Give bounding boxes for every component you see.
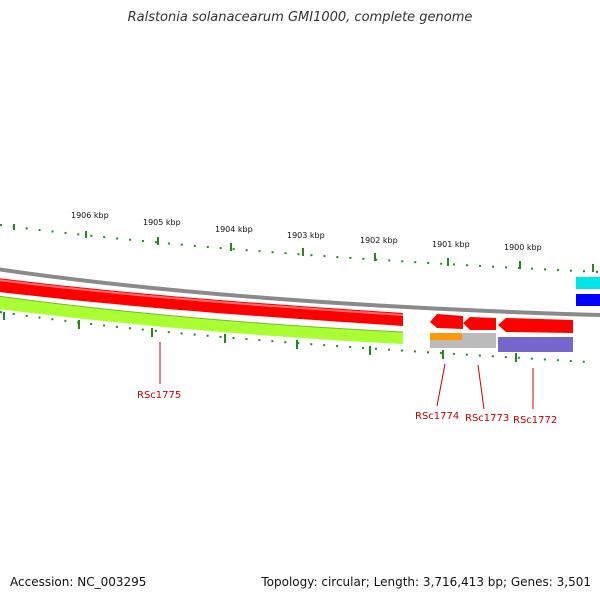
callout-rsc1773: [477, 364, 485, 410]
scale-label-1903: 1903 kbp: [287, 231, 325, 240]
lime-feature-bar[interactable]: [0, 295, 403, 344]
arrow-gene-2[interactable]: [463, 317, 496, 330]
forward-gene-highlight: [0, 279, 404, 316]
gray-feature[interactable]: [430, 340, 496, 348]
inner-major-ticks: [3, 312, 517, 362]
forward-gene-bar[interactable]: [0, 277, 403, 326]
outer-major-ticks: [13, 224, 594, 272]
callout-rsc1774: [436, 363, 446, 407]
arrow-gene-1[interactable]: [430, 314, 463, 329]
scale-label-1905: 1905 kbp: [143, 218, 181, 227]
scale-label-1901: 1901 kbp: [432, 240, 470, 249]
scale-label-1906: 1906 kbp: [71, 211, 109, 220]
purple-feature[interactable]: [498, 337, 573, 352]
orange-feature[interactable]: [430, 333, 462, 340]
scale-label-1902: 1902 kbp: [360, 236, 398, 245]
scale-label-1904: 1904 kbp: [215, 225, 253, 234]
genome-backbone: [0, 267, 600, 317]
accession-text: Accession: NC_003295: [10, 575, 147, 589]
gene-label-rsc1773[interactable]: RSc1773: [465, 413, 509, 424]
cyan-feature[interactable]: [576, 277, 600, 289]
gene-label-rsc1775[interactable]: RSc1775: [137, 390, 181, 401]
genome-summary-text: Topology: circular; Length: 3,716,413 bp…: [261, 575, 591, 589]
scale-label-1900: 1900 kbp: [504, 243, 542, 252]
gray-feature-tail[interactable]: [462, 333, 496, 340]
blue-feature[interactable]: [576, 294, 600, 306]
gene-label-rsc1772[interactable]: RSc1772: [513, 415, 557, 426]
arrow-gene-3[interactable]: [498, 318, 573, 333]
lime-feature-edge: [0, 295, 404, 333]
gene-label-rsc1774[interactable]: RSc1774: [415, 411, 459, 422]
map-title: Ralstonia solanacearum GMI1000, complete…: [127, 10, 473, 25]
